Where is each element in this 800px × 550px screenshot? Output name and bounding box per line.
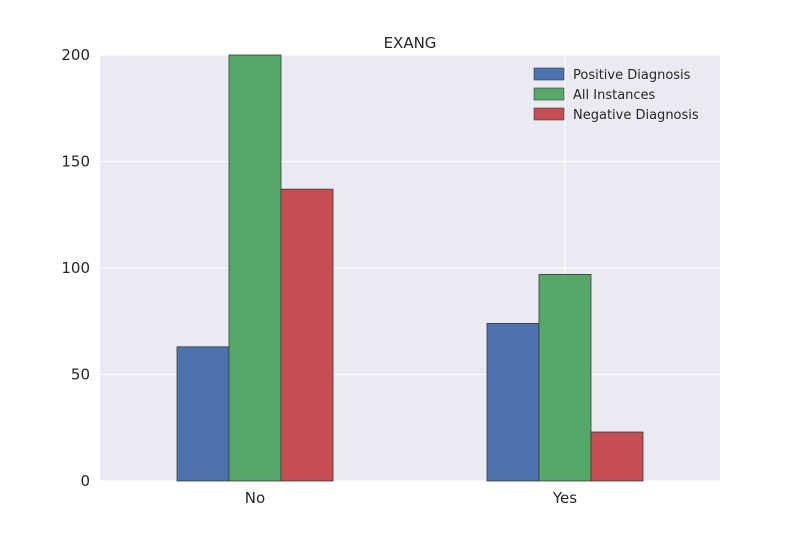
bar-positive-diagnosis-yes xyxy=(486,322,540,482)
x-tick-label: Yes xyxy=(552,489,577,507)
y-tick-label: 200 xyxy=(61,46,90,64)
legend: Positive Diagnosis All Instances Negative … xyxy=(533,67,699,123)
y-tick-label: 150 xyxy=(61,153,90,171)
axes: 0 50 100 150 200 No Yes xyxy=(61,46,577,507)
bar-negative-diagnosis-yes xyxy=(590,431,644,482)
bar-negative-diagnosis-no xyxy=(280,188,334,482)
legend-label: Positive Diagnosis xyxy=(573,68,691,83)
bar-all-instances-yes xyxy=(538,273,592,482)
x-tick-label: No xyxy=(245,489,265,507)
y-tick-label: 100 xyxy=(61,259,90,277)
legend-swatch xyxy=(533,67,565,81)
bars xyxy=(176,54,644,482)
bar-all-instances-no xyxy=(228,54,282,482)
chart-title: EXANG xyxy=(384,34,437,52)
legend-swatch xyxy=(533,107,565,121)
y-tick-label: 0 xyxy=(80,472,90,490)
legend-swatch xyxy=(533,87,565,101)
bar-positive-diagnosis-no xyxy=(176,346,230,482)
legend-label: All Instances xyxy=(573,88,656,103)
y-tick-label: 50 xyxy=(71,366,90,384)
legend-label: Negative Diagnosis xyxy=(573,108,699,123)
